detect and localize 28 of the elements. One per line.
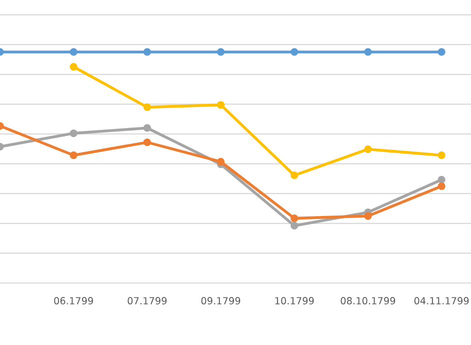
point: [70, 129, 78, 138]
point: [143, 124, 152, 132]
point: [290, 172, 298, 180]
x-tick-label: 04.11.1799: [414, 297, 469, 304]
point: [438, 48, 446, 56]
x-tick-label: 07.1799: [128, 297, 167, 304]
x-tick-label: 09.1799: [201, 297, 240, 304]
point: [290, 222, 298, 230]
x-tick-label: 10.1799: [275, 297, 314, 304]
point: [438, 182, 446, 190]
point: [143, 48, 152, 56]
point: [70, 151, 78, 160]
point: [438, 176, 446, 184]
point: [70, 48, 78, 56]
point: [290, 48, 298, 56]
point: [143, 138, 152, 146]
point: [216, 101, 225, 109]
point: [364, 48, 372, 56]
point: [216, 48, 225, 56]
point: [216, 158, 225, 166]
point: [290, 214, 298, 222]
x-tick-label: 06.1799: [54, 297, 94, 304]
point: [143, 103, 152, 112]
point: [364, 145, 372, 154]
point: [70, 62, 78, 71]
point: [364, 212, 372, 220]
point: [438, 151, 446, 160]
x-tick-label: 08.10.1799: [340, 297, 396, 304]
